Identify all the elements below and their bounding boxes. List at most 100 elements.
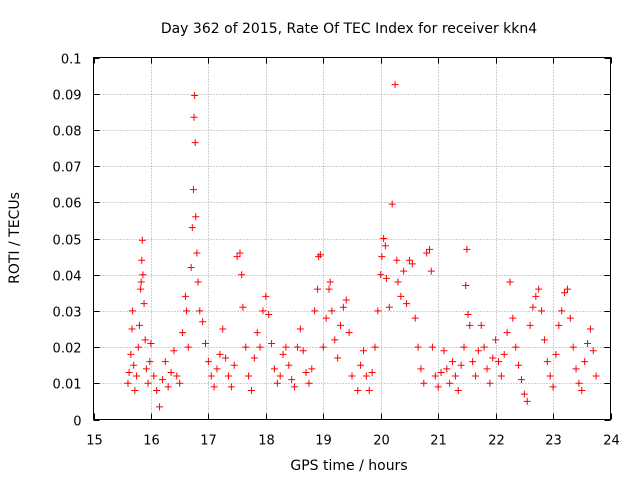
data-point: [131, 387, 139, 395]
data-point: [128, 325, 136, 333]
data-point: [146, 358, 154, 366]
data-point: [273, 379, 281, 387]
data-point: [331, 336, 339, 344]
data-point: [354, 387, 362, 395]
data-point: [194, 278, 202, 286]
data-point: [420, 379, 428, 387]
data-point: [141, 336, 149, 344]
data-point: [130, 361, 138, 369]
data-point: [492, 336, 500, 344]
y-tick-label: 0.08: [53, 125, 82, 140]
data-point: [202, 339, 210, 347]
data-point: [196, 307, 204, 315]
data-point: [517, 376, 525, 384]
y-tick-label: 0.04: [53, 270, 82, 285]
plot-frame: [93, 57, 611, 420]
data-point: [137, 278, 145, 286]
data-point: [440, 347, 448, 355]
data-point: [247, 387, 255, 395]
y-tick-label: 0.06: [53, 197, 82, 212]
data-point: [302, 368, 310, 376]
data-point: [139, 271, 147, 279]
data-point: [520, 390, 528, 398]
data-point: [437, 368, 445, 376]
data-point: [242, 343, 250, 351]
data-point: [391, 81, 399, 89]
data-point: [592, 372, 600, 380]
data-point: [127, 350, 135, 358]
y-tick-label: 0.09: [53, 89, 82, 104]
data-point: [236, 249, 244, 257]
x-tick-label: 21: [430, 434, 447, 449]
data-point: [348, 372, 356, 380]
data-point: [199, 318, 207, 326]
data-point: [558, 307, 566, 315]
data-point: [345, 329, 353, 337]
data-point: [164, 383, 172, 391]
y-tick-label: 0.05: [53, 234, 82, 249]
data-point: [239, 303, 247, 311]
data-point: [167, 368, 175, 376]
grid: [93, 57, 611, 420]
data-point: [394, 278, 402, 286]
data-point: [153, 387, 161, 395]
data-point: [133, 372, 141, 380]
data-point: [316, 251, 324, 259]
data-point: [543, 358, 551, 366]
data-point: [589, 347, 597, 355]
data-point: [546, 372, 554, 380]
data-point: [296, 325, 304, 333]
data-point: [403, 300, 411, 308]
data-point: [454, 387, 462, 395]
data-point: [555, 321, 563, 329]
data-point: [256, 343, 264, 351]
data-point: [368, 368, 376, 376]
y-axis-label: ROTI / TECUs: [7, 192, 23, 284]
x-tick-label: 15: [86, 434, 103, 449]
data-point: [427, 267, 435, 275]
data-point: [371, 343, 379, 351]
data-point: [464, 311, 472, 319]
data-point: [216, 350, 224, 358]
data-point: [227, 383, 235, 391]
data-point: [378, 253, 386, 261]
data-point: [532, 292, 540, 300]
data-point: [325, 285, 333, 293]
data-point: [285, 361, 293, 369]
data-point: [451, 372, 459, 380]
data-point: [460, 343, 468, 351]
data-point: [308, 365, 316, 373]
data-point: [179, 329, 187, 337]
data-point: [381, 242, 389, 250]
data-point: [192, 213, 200, 221]
data-point: [328, 307, 336, 315]
data-point: [279, 350, 287, 358]
data-point: [265, 311, 273, 319]
data-point: [210, 383, 218, 391]
data-point: [207, 372, 215, 380]
data-point: [489, 354, 497, 362]
data-point: [282, 343, 290, 351]
data-point: [526, 321, 534, 329]
data-point: [446, 379, 454, 387]
data-point: [506, 278, 514, 286]
data-point: [138, 256, 146, 264]
x-tick-label: 24: [603, 434, 620, 449]
data-point: [469, 358, 477, 366]
data-point: [466, 321, 474, 329]
data-point: [158, 376, 166, 384]
data-point: [586, 325, 594, 333]
data-point: [426, 245, 434, 253]
data-point: [193, 249, 201, 257]
data-point: [245, 372, 253, 380]
data-point: [293, 343, 301, 351]
data-point: [575, 379, 583, 387]
data-point: [339, 303, 347, 311]
data-point: [463, 245, 471, 253]
x-tick-label: 18: [258, 434, 275, 449]
data-point: [142, 365, 150, 373]
data-point: [500, 350, 508, 358]
data-point: [472, 372, 480, 380]
data-point: [563, 285, 571, 293]
